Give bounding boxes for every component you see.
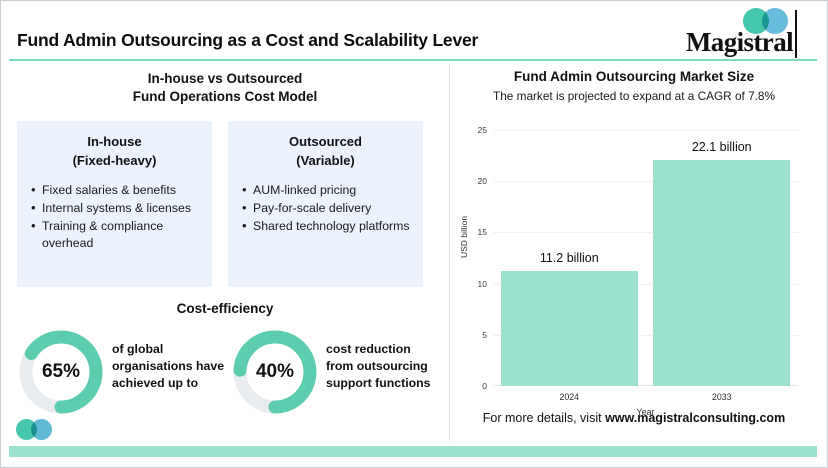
card-list-inhouse: Fixed salaries & benefits Internal syste… — [17, 181, 212, 252]
donut-percent-65: 65% — [41, 361, 81, 382]
left-panel-title-line2: Fund Operations Cost Model — [132, 89, 318, 104]
chart-title: Fund Admin Outsourcing Market Size — [513, 69, 755, 84]
card-heading-outsourced: Outsourced (Variable) — [228, 132, 423, 170]
slide-header: Fund Admin Outsourcing as a Cost and Sca… — [9, 3, 817, 61]
logo-circle-blue-icon — [762, 8, 788, 34]
left-panel-title-line1: In-house vs Outsourced — [147, 71, 303, 86]
chart-gridline — [493, 283, 798, 285]
bottom-logo-icon — [16, 419, 54, 440]
chart-bar — [500, 271, 638, 386]
stat-text-65-line2: organisations have — [112, 359, 225, 373]
stat-text-65: of global organisations have achieved up… — [112, 341, 237, 392]
list-item: Internal systems & licenses — [31, 199, 204, 217]
stat-text-40-line1: cost reduction — [326, 342, 411, 356]
logo-circles-icon — [743, 8, 789, 34]
card-heading-outsourced-line1: Outsourced — [289, 134, 362, 149]
page-title: Fund Admin Outsourcing as a Cost and Sca… — [17, 30, 479, 50]
card-heading-inhouse: In-house (Fixed-heavy) — [17, 132, 212, 170]
left-panel: In-house vs Outsourced Fund Operations C… — [9, 63, 441, 441]
chart-gridline — [493, 334, 798, 336]
logo-wordmark: Magistral — [685, 27, 794, 57]
chart-x-tick-label: 2024 — [559, 392, 580, 402]
logo-rule — [795, 10, 797, 58]
chart-subtitle: The market is projected to expand at a C… — [493, 89, 775, 103]
stat-text-40-line3: support functions — [326, 376, 431, 390]
chart-x-tick-label: 2033 — [711, 392, 732, 402]
stat-text-65-line3: achieved up to — [112, 376, 199, 390]
chart-axis-baseline — [493, 385, 798, 386]
list-item: Fixed salaries & benefits — [31, 181, 204, 199]
chart-y-tick-label: 0 — [482, 381, 487, 391]
list-item: Training & compliance overhead — [31, 217, 204, 252]
stat-text-40: cost reduction from outsourcing support … — [326, 341, 451, 392]
cost-model-card-inhouse: In-house (Fixed-heavy) Fixed salaries & … — [17, 121, 212, 287]
stat-text-40-line2: from outsourcing — [326, 359, 428, 373]
chart-bar-value-label: 22.1 billion — [691, 139, 752, 154]
chart-y-tick-label: 25 — [477, 125, 487, 135]
chart-y-tick-label: 10 — [477, 278, 487, 289]
chart-y-tick-label: 15 — [477, 227, 487, 238]
chart-gridline — [493, 130, 798, 131]
chart-y-tick-label: 5 — [482, 329, 487, 340]
right-panel: Fund Admin Outsourcing Market Size The m… — [449, 63, 817, 441]
chart-bar-value-label: 11.2 billion — [539, 251, 599, 266]
list-item: AUM-linked pricing — [242, 181, 415, 199]
card-heading-inhouse-line2: (Fixed-heavy) — [72, 153, 157, 168]
cost-efficiency-title: Cost-efficiency — [176, 301, 274, 316]
footer-note-prefix: For more details, visit — [482, 411, 606, 425]
card-heading-outsourced-line2: (Variable) — [296, 153, 355, 168]
list-item: Pay-for-scale delivery — [242, 199, 415, 217]
chart-y-axis-label: USD billion — [459, 215, 469, 258]
footer-site-link[interactable]: www.magistralconsulting.com — [605, 411, 786, 425]
bottom-accent-bar — [9, 446, 817, 457]
footer-note: For more details, visit www.magistralcon… — [450, 411, 818, 425]
chart-y-tick-label: 20 — [477, 176, 487, 187]
cost-model-card-outsourced: Outsourced (Variable) AUM-linked pricing… — [228, 121, 423, 287]
left-panel-title: In-house vs Outsourced Fund Operations C… — [9, 70, 441, 106]
bottom-logo-circle-blue-icon — [31, 419, 52, 440]
brand-logo: Magistral — [655, 7, 805, 59]
card-heading-inhouse-line1: In-house — [87, 134, 142, 149]
donut-percent-40: 40% — [255, 361, 295, 382]
card-list-outsourced: AUM-linked pricing Pay-for-scale deliver… — [228, 181, 423, 235]
donut-chart-40 — [231, 328, 319, 416]
chart-plot-area: 0 5 10 15 20 25 11.2 billion 2024 22.1 billion 20… — [478, 125, 798, 417]
chart-x-axis-label: Year — [636, 407, 655, 417]
list-item: Shared technology platforms — [242, 217, 415, 235]
donut-chart-65 — [17, 328, 105, 416]
chart-gridline — [493, 232, 798, 234]
chart-gridline — [493, 181, 798, 183]
chart-bar — [653, 159, 791, 386]
stat-text-65-line1: of global — [112, 342, 164, 356]
